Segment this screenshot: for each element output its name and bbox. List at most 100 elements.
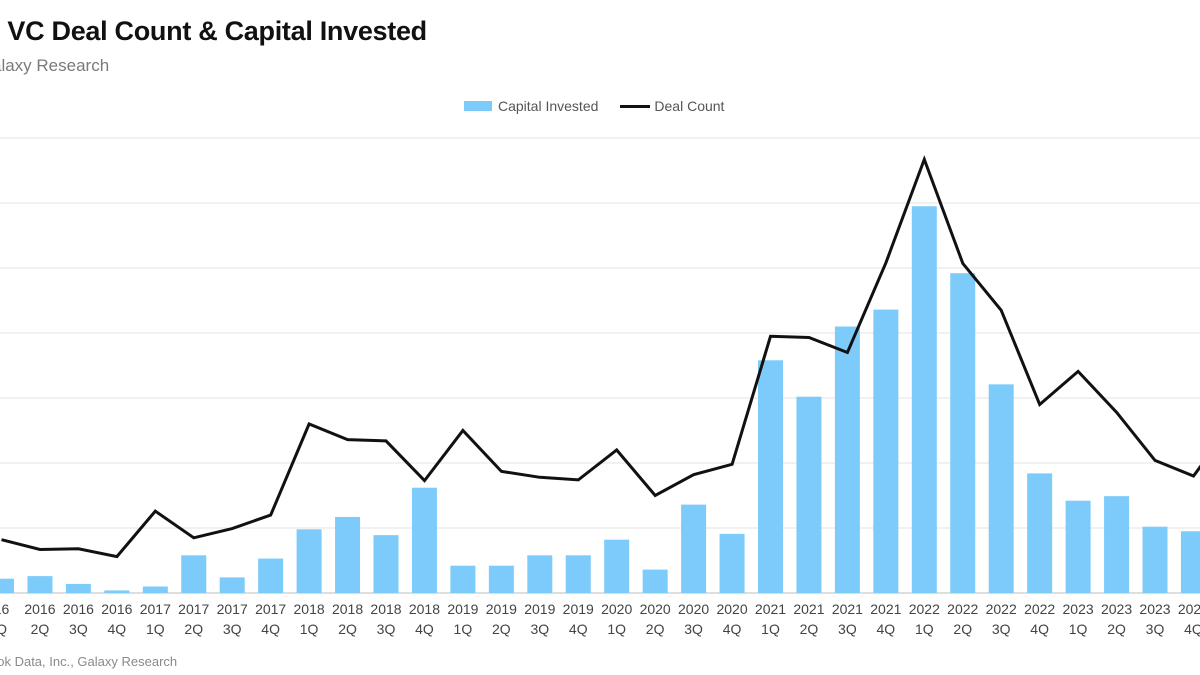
legend-item-capital: Capital Invested: [464, 98, 598, 114]
x-tick-quarter: 4Q: [415, 621, 434, 637]
legend-item-deals: Deal Count: [620, 98, 724, 114]
x-tick-year: 2018: [370, 601, 401, 617]
bar-capital-invested: [65, 583, 91, 593]
bar-capital-invested: [565, 555, 591, 593]
x-tick-quarter: 3Q: [223, 621, 242, 637]
bar-capital-invested: [834, 326, 860, 593]
x-tick-year: 2020: [640, 601, 671, 617]
bar-capital-invested: [911, 206, 937, 593]
x-tick-year: 2016: [101, 601, 132, 617]
x-tick-year: 2018: [409, 601, 440, 617]
x-tick-quarter: 2Q: [338, 621, 357, 637]
legend-swatch-deals: [620, 104, 651, 108]
bar-capital-invested: [411, 487, 437, 593]
x-tick-quarter: 1Q: [915, 621, 934, 637]
x-tick-year: 2017: [178, 601, 209, 617]
bar-capital-invested: [104, 590, 130, 593]
bar-capital-invested: [1065, 500, 1091, 593]
x-tick-quarter: 2Q: [800, 621, 819, 637]
bar-capital-invested: [1104, 496, 1130, 593]
x-tick-quarter: 1Q: [761, 621, 780, 637]
x-tick-year: 2022: [1024, 601, 1055, 617]
x-tick-year: 2019: [524, 601, 555, 617]
bar-capital-invested: [796, 396, 822, 593]
bar-capital-invested: [950, 273, 976, 593]
x-tick-year: 2019: [486, 601, 517, 617]
x-tick-year: 2022: [909, 601, 940, 617]
x-tick-quarter: 4Q: [723, 621, 742, 637]
bar-capital-invested: [988, 384, 1014, 593]
bar-capital-invested: [1142, 526, 1168, 593]
x-tick-quarter: 1Q: [300, 621, 319, 637]
x-tick-year: 2021: [870, 601, 901, 617]
x-tick-quarter: 2Q: [184, 621, 203, 637]
x-tick-year: 2021: [832, 601, 863, 617]
x-tick-year: 2021: [755, 601, 786, 617]
x-tick-quarter: Q: [0, 621, 7, 637]
x-tick-quarter: 4Q: [569, 621, 588, 637]
x-tick-year: 2019: [447, 601, 478, 617]
bar-capital-invested: [296, 529, 322, 593]
bar-capital-invested: [758, 360, 783, 593]
x-tick-quarter: 2Q: [1107, 621, 1126, 637]
x-tick-year: 2017: [255, 601, 286, 617]
x-tick-quarter: 3Q: [684, 621, 703, 637]
legend-swatch-capital: [464, 101, 492, 111]
bar-capital-invested: [642, 569, 668, 593]
bar-capital-invested: [258, 558, 284, 593]
x-tick-quarter: 4Q: [108, 621, 127, 637]
x-tick-quarter: 4Q: [877, 621, 896, 637]
legend-label-capital: Capital Invested: [498, 98, 599, 114]
bar-capital-invested: [219, 577, 245, 593]
x-tick-year: 2017: [217, 601, 248, 617]
bar-capital-invested: [181, 555, 207, 593]
x-tick-year: 2022: [947, 601, 978, 617]
bar-capital-invested: [0, 578, 14, 593]
x-tick-quarter: 1Q: [1069, 621, 1088, 637]
bar-capital-invested: [335, 516, 361, 593]
x-tick-quarter: 1Q: [454, 621, 473, 637]
chart-title: o VC Deal Count & Capital Invested: [0, 16, 427, 46]
x-tick-quarter: 3Q: [1146, 621, 1165, 637]
x-tick-year: 2016: [63, 601, 94, 617]
x-tick-year: 2018: [332, 601, 363, 617]
x-tick-year: 2023: [1139, 601, 1170, 617]
x-tick-quarter: 2Q: [646, 621, 665, 637]
x-tick-year: 2016: [24, 601, 55, 617]
bar-capital-invested: [719, 533, 745, 593]
x-tick-year: 2022: [986, 601, 1017, 617]
x-tick-year: 2021: [793, 601, 824, 617]
x-tick-year: 2023: [1063, 601, 1094, 617]
legend-label-deals: Deal Count: [654, 98, 725, 114]
x-tick-year: 16: [0, 601, 9, 617]
x-tick-quarter: 2Q: [31, 621, 50, 637]
chart-legend: Capital Invested Deal Count: [464, 98, 746, 114]
x-tick-year: 2023: [1178, 601, 1200, 617]
x-tick-quarter: 3Q: [838, 621, 857, 637]
x-tick-quarter: 4Q: [1184, 621, 1200, 637]
x-tick-year: 2023: [1101, 601, 1132, 617]
x-tick-quarter: 1Q: [146, 621, 165, 637]
bar-capital-invested: [1180, 531, 1200, 593]
x-tick-quarter: 3Q: [992, 621, 1011, 637]
x-tick-year: 2019: [563, 601, 594, 617]
x-tick-year: 2017: [140, 601, 171, 617]
x-tick-quarter: 3Q: [377, 621, 396, 637]
bar-capital-invested: [27, 576, 53, 593]
bar-capital-invested: [527, 555, 553, 593]
bar-capital-invested: [450, 565, 476, 593]
x-tick-quarter: 3Q: [530, 621, 549, 637]
x-tick-quarter: 2Q: [953, 621, 972, 637]
bar-capital-invested: [1027, 473, 1053, 593]
bar-capital-invested: [604, 539, 630, 593]
x-tick-quarter: 4Q: [261, 621, 280, 637]
bar-capital-invested: [488, 565, 514, 593]
x-tick-quarter: 4Q: [1030, 621, 1049, 637]
bar-capital-invested: [873, 309, 899, 593]
bar-capital-invested: [373, 535, 399, 593]
x-tick-quarter: 1Q: [607, 621, 626, 637]
chart-subtitle: alaxy Research: [0, 56, 110, 75]
x-tick-year: 2018: [294, 601, 325, 617]
line-deal-count: [1, 155, 1200, 559]
